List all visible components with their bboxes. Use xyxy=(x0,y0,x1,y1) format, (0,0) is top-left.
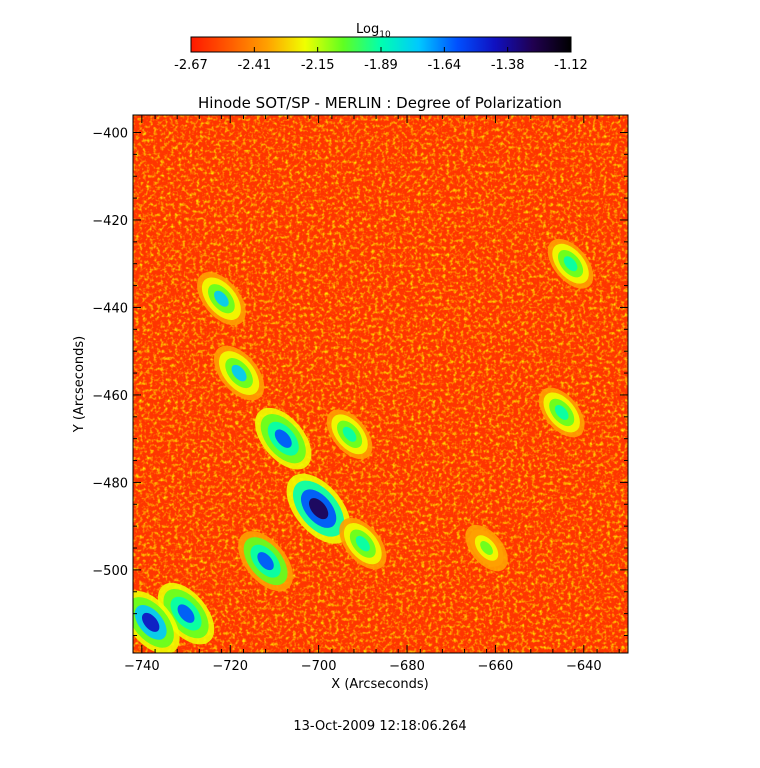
x-tick-label: −660 xyxy=(478,659,514,674)
colorbar-tick-label: -2.15 xyxy=(301,58,335,73)
polarization-feature xyxy=(274,429,292,448)
colorbar-tick-label: -1.38 xyxy=(491,58,525,73)
polarization-feature xyxy=(355,535,370,552)
polarization-feature xyxy=(554,404,569,420)
polarization-feature xyxy=(177,604,195,623)
polarization-feature xyxy=(141,612,160,632)
polarization-feature xyxy=(231,364,247,382)
x-axis: −740 −720 −700 −680 −660 −640 xyxy=(124,115,620,674)
colorbar-title: Log10 xyxy=(356,22,391,40)
x-tick-label: −700 xyxy=(301,659,337,674)
colorbar-tick-label: -2.67 xyxy=(174,58,208,73)
polarization-features xyxy=(133,238,594,653)
x-axis-title: X (Arcseconds) xyxy=(331,677,428,692)
y-axis-title: Y (Arcseconds) xyxy=(72,336,87,433)
y-tick-label: −440 xyxy=(92,301,128,316)
polarization-feature xyxy=(257,552,274,571)
y-tick-label: −400 xyxy=(92,126,128,141)
x-tick-label: −740 xyxy=(124,659,160,674)
x-tick-label: −680 xyxy=(389,659,425,674)
heatmap-texture xyxy=(133,115,628,653)
polarization-feature xyxy=(214,290,229,307)
x-tick-label: −720 xyxy=(212,659,248,674)
colorbar-tick-label: -1.12 xyxy=(554,58,588,73)
colorbar: Log10 -2.67 -2.41 -2.15 -1.89 -1.64 -1.38 -1.1… xyxy=(174,22,588,73)
colorbar-tick-label: -1.89 xyxy=(364,58,398,73)
colorbar-tick-label: -1.64 xyxy=(428,58,462,73)
heatmap-plot-area xyxy=(133,115,628,653)
colorbar-ticks: -2.67 -2.41 -2.15 -1.89 -1.64 -1.38 -1.12 xyxy=(174,47,588,73)
timestamp: 13-Oct-2009 12:18:06.264 xyxy=(293,719,466,734)
y-tick-label: −420 xyxy=(92,214,128,229)
y-axis: −400 −420 −440 −460 −480 −500 xyxy=(92,126,628,637)
colorbar-tick-label: -2.41 xyxy=(238,58,272,73)
polarization-feature xyxy=(563,256,578,272)
y-tick-label: −480 xyxy=(92,476,128,491)
plot-frame xyxy=(132,114,629,654)
polarization-feature xyxy=(480,541,493,555)
polarization-feature xyxy=(342,426,357,442)
y-tick-label: −500 xyxy=(92,564,128,579)
y-tick-label: −460 xyxy=(92,389,128,404)
chart-title: Hinode SOT/SP - MERLIN : Degree of Polar… xyxy=(198,94,562,112)
polarization-feature xyxy=(309,498,329,520)
x-tick-label: −640 xyxy=(566,659,602,674)
